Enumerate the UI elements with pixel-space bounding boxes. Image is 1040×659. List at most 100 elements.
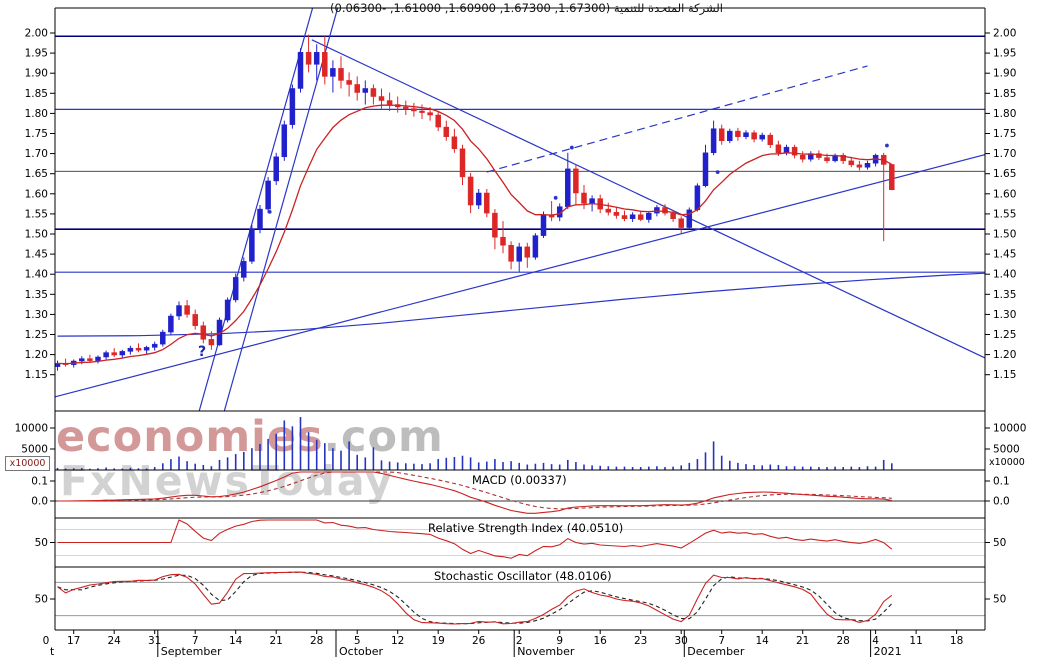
trendline-dashed (486, 65, 868, 173)
candle-body (459, 148, 466, 178)
date-tick-label: 26 (472, 635, 486, 647)
month-label: November (517, 645, 575, 658)
price-levels (55, 35, 985, 273)
candle-body (710, 128, 717, 154)
candle-body (168, 315, 174, 333)
candle-body (103, 352, 109, 358)
candle-body (119, 351, 126, 356)
price-tick-label-left: 1.85 (25, 88, 48, 100)
candle-body (257, 208, 263, 230)
price-tick-label-left: 2.00 (25, 28, 48, 40)
candle-body (87, 358, 93, 361)
macd-signal-line (57, 471, 892, 510)
chart-title: الشركة المتحدة للتنمية (1.67300, 1.67300… (330, 1, 723, 15)
candle-body (662, 207, 668, 214)
candle-body (232, 277, 239, 301)
candle-body (338, 68, 344, 81)
candle-body (241, 261, 247, 278)
price-tick-label-right: 1.90 (993, 68, 1016, 80)
candle-body (605, 208, 612, 213)
candle-body (621, 215, 628, 219)
candle-body (864, 162, 871, 168)
candle-body (824, 157, 830, 162)
rsi_ticks-label-right: 50 (993, 537, 1006, 549)
candle-body (354, 84, 360, 93)
date-tick-label: 23 (634, 635, 647, 647)
candle-body (427, 112, 433, 116)
axes-layer: 2.00 2.00 1.95 1.95 1.90 1.90 1.85 1.85 1.80 1.80… (15, 7, 1026, 658)
trendline (311, 39, 985, 359)
candle-body (702, 152, 709, 187)
date-tick-label: 17 (67, 635, 80, 647)
candle-body (289, 88, 296, 125)
month-label: September (161, 645, 222, 658)
price-tick-label-left: 1.80 (25, 108, 48, 120)
candle-body (565, 168, 571, 207)
candle-body (524, 246, 531, 258)
watermark-logo: economies.com (56, 412, 444, 462)
price-tick-label-left: 1.55 (25, 208, 48, 220)
date-tick-label: 18 (950, 635, 963, 647)
candle-body (783, 146, 790, 154)
candle-body (443, 126, 450, 137)
candle-body (775, 144, 782, 154)
date-tick-label: 5 (354, 635, 361, 647)
date-tick-label: 16 (594, 635, 608, 647)
date-tick-label: 14 (229, 635, 243, 647)
candle-body (467, 176, 474, 206)
candle-body (224, 299, 231, 321)
price-tick-label-right: 1.40 (993, 269, 1016, 281)
price-tick-label-right: 1.95 (993, 48, 1016, 60)
candle-body (176, 305, 182, 317)
candle-body (362, 88, 369, 93)
candle-body (856, 164, 863, 168)
clipped-date-label: 0 (43, 635, 50, 647)
date-tick-label: 7 (192, 635, 199, 647)
date-tick-label: 14 (756, 635, 770, 647)
candle-body (743, 132, 749, 137)
stoch_ticks-label-right: 50 (993, 594, 1006, 606)
candle-body (816, 153, 822, 158)
candle-body (135, 347, 142, 351)
sar-dot (569, 145, 574, 150)
price-tick-label-left: 1.30 (25, 309, 48, 321)
candle-body (613, 212, 620, 216)
candle-body (694, 185, 701, 211)
candle-body (532, 235, 539, 258)
price-tick-label-right: 1.20 (993, 349, 1016, 361)
date-tick-label: 24 (108, 635, 122, 647)
candle-body (686, 209, 693, 228)
main-plot (55, 8, 985, 411)
price-tick-label-right: 2.00 (993, 28, 1016, 40)
indicator-panels (55, 471, 985, 625)
price-tick-label-right: 1.60 (993, 188, 1016, 200)
candle-body (484, 192, 490, 214)
sar-dot (715, 170, 720, 174)
price-tick-label-left: 1.60 (25, 188, 48, 200)
price-tick-label-right: 1.85 (993, 88, 1016, 100)
date-tick-label: 31 (148, 635, 161, 647)
candle-body (791, 146, 798, 156)
candle-body (581, 192, 587, 204)
volume-scale-box: x10000 (5, 456, 50, 471)
candle-body (767, 134, 774, 146)
candle-body (273, 156, 279, 182)
watermark-domain: .com (323, 412, 444, 462)
price-tick-label-right: 1.80 (993, 108, 1016, 120)
clipped-month-label: t (50, 645, 55, 658)
sar-dot (267, 209, 272, 214)
candle-body (751, 132, 757, 140)
macd_ticks-label-left: 0.0 (31, 496, 48, 508)
candle-body (305, 52, 312, 65)
price-tick-label-left: 1.50 (25, 229, 48, 241)
stoch-k-line (57, 571, 893, 625)
price-tick-label-right: 1.70 (993, 148, 1016, 160)
candle-body (848, 160, 855, 166)
macd-panel-label: MACD (0.00337) (472, 473, 567, 487)
candle-body (670, 212, 676, 219)
candle-body (346, 80, 352, 85)
candle-body (500, 236, 506, 246)
rsi-panel-label: Relative Strength Index (40.0510) (428, 521, 624, 535)
price-tick-label-left: 1.90 (25, 68, 48, 80)
